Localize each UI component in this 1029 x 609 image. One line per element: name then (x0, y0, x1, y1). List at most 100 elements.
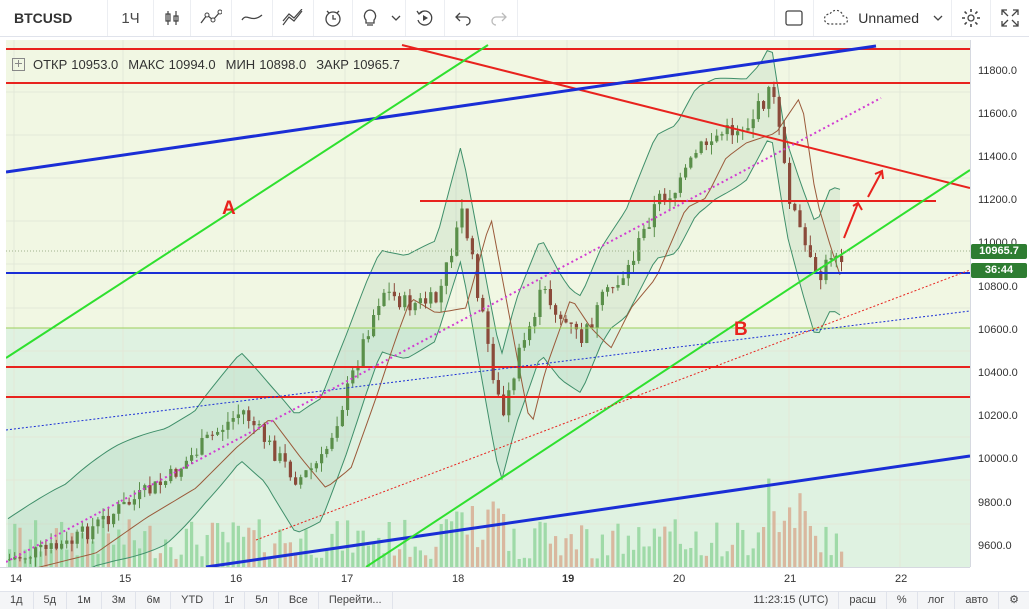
candle-body (122, 501, 126, 505)
range-1m[interactable]: 1м (67, 592, 102, 609)
volume-bar (179, 554, 183, 567)
upper-blue-channel[interactable] (6, 44, 877, 174)
volume-bar (205, 534, 209, 567)
volume-bar (725, 551, 729, 567)
time-axis[interactable]: 14 15 16 17 18 19 20 21 22 (0, 567, 970, 592)
volume-bar (548, 543, 552, 567)
up-arrow-2[interactable] (867, 169, 884, 198)
green-channel-b[interactable] (365, 169, 970, 567)
expand-icon[interactable] (991, 0, 1029, 36)
volume-bar (148, 525, 152, 567)
utc-clock[interactable]: 11:23:15 (UTC) (743, 592, 840, 609)
goto-button[interactable]: Перейти... (319, 592, 393, 609)
range-all[interactable]: Все (279, 592, 319, 609)
range-1y[interactable]: 1г (214, 592, 246, 609)
redo-icon[interactable] (481, 0, 518, 36)
volume-bar (491, 501, 495, 567)
descending-trendline[interactable] (401, 44, 970, 189)
range-1d[interactable]: 1д (0, 592, 34, 609)
candle-body (699, 141, 703, 153)
range-5y[interactable]: 5л (245, 592, 279, 609)
alert-icon[interactable] (314, 0, 353, 36)
range-5d[interactable]: 5д (34, 592, 68, 609)
volume-bar (611, 530, 615, 567)
legend-high-value: 10994.0 (168, 57, 216, 72)
up-arrow-1[interactable] (843, 201, 863, 239)
volume-bar (403, 519, 407, 567)
candle-body (49, 543, 53, 549)
replay-icon[interactable] (406, 0, 445, 36)
extended-hours-toggle[interactable]: расш (839, 592, 887, 609)
line-tool-icon[interactable] (232, 0, 273, 36)
volume-bar (720, 556, 724, 567)
drawing-tool-icon[interactable] (273, 0, 314, 36)
candle-body (470, 238, 474, 255)
volume-bar (143, 531, 147, 567)
range-6m[interactable]: 6м (136, 592, 172, 609)
auto-toggle[interactable]: авто (955, 592, 1000, 609)
volume-bar (387, 522, 391, 567)
percent-toggle[interactable]: % (887, 592, 918, 609)
idea-icon[interactable] (353, 0, 387, 36)
volume-bar (564, 538, 568, 567)
candle-body (585, 324, 589, 344)
candle-body (491, 343, 495, 381)
candle-body (179, 468, 183, 477)
annotation-a[interactable]: A (222, 198, 236, 219)
green-channel-a[interactable] (6, 44, 489, 359)
price-label: 10000.0 (978, 453, 1018, 465)
chart-pane[interactable] (6, 40, 970, 567)
log-toggle[interactable]: лог (918, 592, 956, 609)
volume-bar (736, 522, 740, 567)
candle-body (8, 559, 12, 561)
legend-collapse-icon[interactable] (12, 58, 25, 71)
range-3m[interactable]: 3м (102, 592, 137, 609)
candle-body (91, 526, 95, 540)
volume-bar (231, 522, 235, 567)
candle-body (138, 490, 142, 500)
volume-bar (678, 543, 682, 567)
red-dotted-trend[interactable] (255, 269, 970, 541)
candle-body (439, 285, 443, 303)
candle-body (294, 477, 298, 485)
lower-blue-channel[interactable] (205, 454, 970, 567)
bar-style-icon[interactable] (154, 0, 191, 36)
candle-body (429, 292, 433, 304)
volume-bar (496, 508, 500, 567)
price-axis[interactable]: 11800.0 11600.0 11400.0 11200.0 11000.0 … (970, 40, 1029, 567)
candle-body (158, 481, 162, 485)
time-label: 19 (562, 573, 575, 585)
magenta-dotted-trend[interactable] (6, 97, 882, 563)
candle-body (210, 434, 214, 436)
volume-bar (808, 525, 812, 567)
volume-bar (574, 549, 578, 567)
candle-body (200, 437, 204, 455)
candle-body (335, 426, 339, 438)
settings-icon[interactable] (952, 0, 991, 36)
time-label: 22 (895, 573, 908, 585)
interval-button[interactable]: 1Ч (108, 0, 154, 36)
candle-body (65, 540, 69, 544)
price-label: 9600.0 (978, 540, 1012, 552)
undo-icon[interactable] (445, 0, 481, 36)
blue-dotted-trend[interactable] (6, 310, 970, 431)
volume-bar (621, 553, 625, 567)
symbol-button[interactable]: BTCUSD (0, 0, 108, 36)
volume-bar (34, 520, 38, 567)
dropdown-icon[interactable] (387, 0, 406, 36)
volume-bar (330, 533, 334, 567)
annotation-b[interactable]: B (734, 319, 748, 340)
indicators-icon[interactable] (191, 0, 232, 36)
candle-body (788, 162, 792, 204)
axis-settings-icon[interactable]: ⚙ (1009, 594, 1019, 606)
candle-body (382, 292, 386, 307)
bollinger-band-fill (8, 50, 840, 567)
layout-button[interactable]: Unnamed (814, 0, 952, 36)
volume-bar (398, 549, 402, 567)
range-ytd[interactable]: YTD (171, 592, 215, 609)
volume-bar (65, 549, 69, 567)
volume-bar (756, 532, 760, 567)
fullscreen-icon[interactable] (774, 0, 815, 36)
volume-bar (798, 493, 802, 567)
candle-body (621, 278, 625, 286)
